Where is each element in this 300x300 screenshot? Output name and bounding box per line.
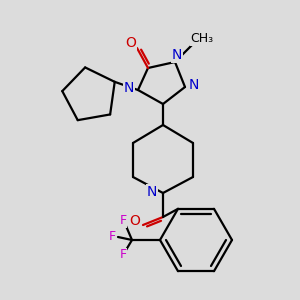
Text: F: F: [119, 248, 127, 262]
Text: CH₃: CH₃: [190, 32, 214, 46]
Text: N: N: [124, 81, 134, 95]
Text: O: O: [130, 214, 140, 228]
Text: N: N: [189, 78, 199, 92]
Text: O: O: [126, 36, 136, 50]
Text: N: N: [147, 185, 157, 199]
Text: F: F: [108, 230, 116, 242]
Text: N: N: [172, 48, 182, 62]
Text: F: F: [119, 214, 127, 227]
